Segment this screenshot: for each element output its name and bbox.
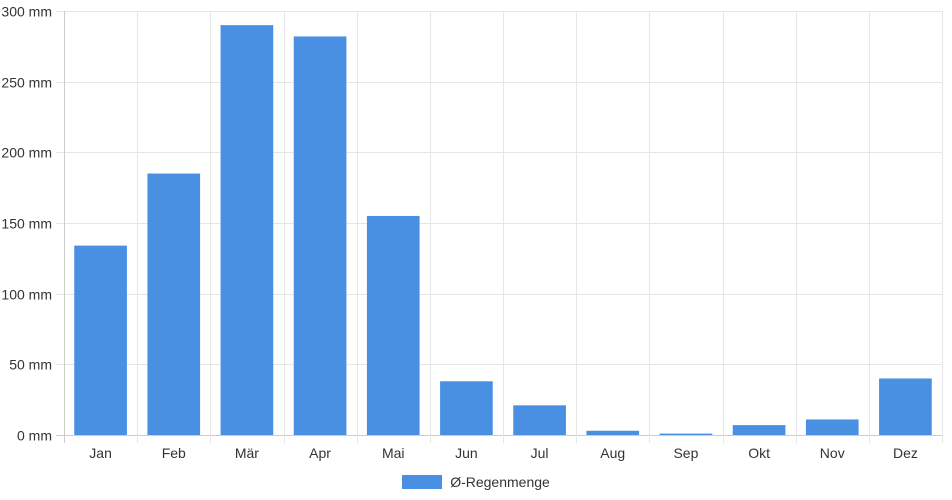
bar-Okt[interactable]	[732, 425, 786, 435]
x-tick-label: Aug	[600, 445, 625, 461]
x-tick-label: Okt	[748, 445, 770, 461]
x-tick-label: Dez	[893, 445, 918, 461]
grid-lines	[56, 11, 943, 443]
bar-Mär[interactable]	[220, 25, 274, 436]
bar-Dez[interactable]	[879, 378, 932, 435]
bar-Aug[interactable]	[586, 430, 640, 435]
x-tick-label: Jan	[89, 445, 112, 461]
y-tick-label: 100 mm	[1, 287, 52, 303]
legend-label: Ø-Regenmenge	[450, 474, 550, 490]
y-tick-label: 0 mm	[17, 428, 52, 444]
bar-Sep[interactable]	[659, 433, 713, 435]
x-tick-label: Jul	[531, 445, 549, 461]
legend-swatch	[402, 475, 443, 489]
x-tick-label: Sep	[673, 445, 698, 461]
y-tick-label: 200 mm	[1, 145, 52, 161]
y-tick-label: 250 mm	[1, 75, 52, 91]
bar-Jun[interactable]	[440, 381, 493, 435]
bar-Apr[interactable]	[293, 36, 347, 435]
y-tick-label: 150 mm	[1, 216, 52, 232]
y-tick-label: 300 mm	[1, 4, 52, 20]
x-tick-label: Nov	[820, 445, 845, 461]
x-tick-label: Jun	[455, 445, 478, 461]
x-tick-label: Mai	[382, 445, 405, 461]
bar-Jan[interactable]	[74, 245, 127, 435]
x-tick-label: Mär	[235, 445, 259, 461]
y-tick-label: 50 mm	[9, 357, 52, 373]
bar-Mai[interactable]	[366, 215, 420, 435]
bar-Jul[interactable]	[513, 405, 566, 435]
x-axis-tick-labels: Jan Feb Mär Apr Mai Jun Jul Aug Sep Okt Nov Dez	[89, 445, 918, 461]
legend[interactable]: Ø-Regenmenge	[0, 472, 952, 492]
x-tick-label: Apr	[309, 445, 331, 461]
bars	[74, 25, 932, 436]
bar-Nov[interactable]	[805, 419, 859, 435]
bar-Feb[interactable]	[147, 173, 201, 436]
x-tick-label: Feb	[162, 445, 186, 461]
y-axis-tick-labels: 0 mm 50 mm 100 mm 150 mm 200 mm 250 mm 300 mm	[1, 4, 52, 444]
